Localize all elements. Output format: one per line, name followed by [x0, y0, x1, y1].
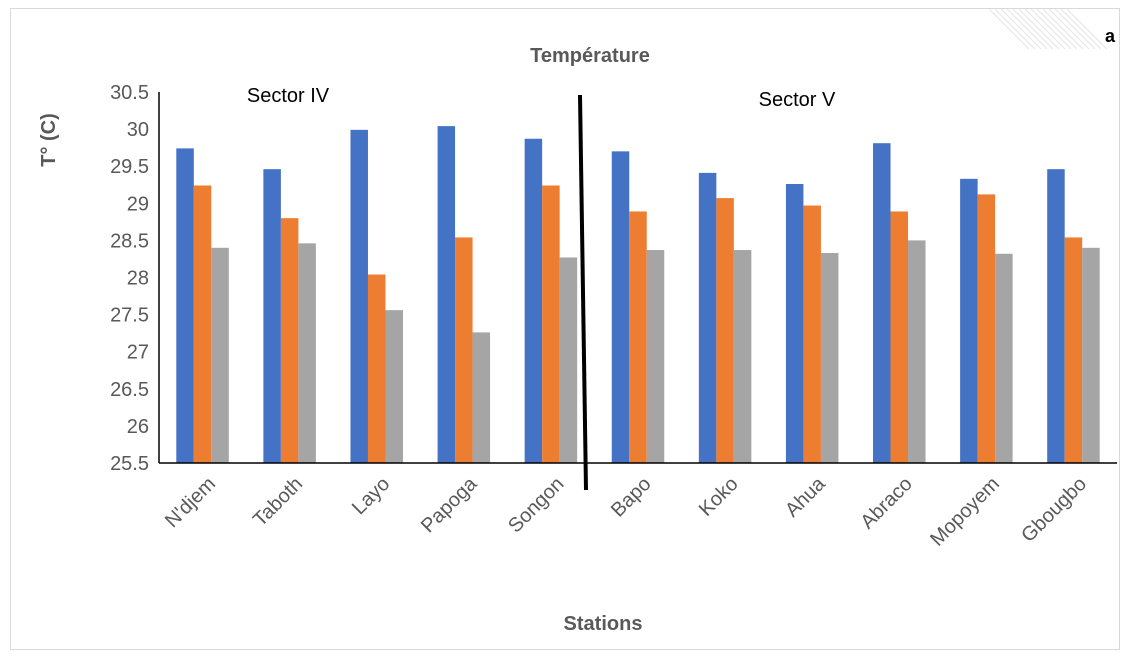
bar-ahua-series-3 [820, 253, 839, 463]
bar-layo-series-2 [367, 274, 386, 463]
x-tick-label: Bapo [607, 473, 656, 522]
y-axis-ticks: 30.5 30 29.5 29 28.5 28 27.5 27 26.5 26 25.5 [110, 82, 149, 475]
x-axis-ticks: N'djem Taboth Layo Papoga Songon Bapo Koko Ahua… [161, 472, 1091, 550]
y-tick-label: 27 [127, 342, 149, 364]
bar-taboth-series-1 [263, 169, 281, 463]
bar-gbougbo-series-2 [1064, 237, 1083, 463]
x-tick-label: Ahua [781, 472, 830, 521]
bar-ndjem-series-2 [193, 185, 212, 463]
bar-songon-series-2 [542, 185, 560, 463]
bar-koko-series-1 [698, 172, 717, 464]
bar-papoga-series-3 [472, 332, 491, 463]
bar-koko-series-3 [733, 250, 752, 463]
x-tick-label: Papoga [417, 472, 482, 537]
bar-ndjem-series-3 [211, 247, 229, 463]
bar-layo-series-3 [385, 310, 403, 463]
bar-layo-series-1 [350, 129, 368, 464]
x-tick-label: N'djem [161, 473, 220, 532]
bar-ahua-series-1 [785, 184, 804, 463]
bar-papoga-series-2 [455, 237, 473, 463]
bar-taboth-series-2 [280, 218, 299, 463]
bar-bapo-series-3 [646, 250, 665, 463]
y-axis-label: T° (C) [38, 113, 60, 167]
x-axis-label: Stations [564, 613, 643, 635]
sector-divider-line [578, 94, 588, 491]
bar-abraco-series-2 [890, 211, 909, 463]
panel-label: a [1105, 26, 1116, 46]
bar-mopoyem-series-3 [995, 253, 1013, 463]
bar-songon-series-1 [524, 138, 543, 463]
sector-v-label: Sector V [759, 89, 836, 111]
x-tick-label: Abraco [856, 473, 916, 533]
y-tick-label: 30.5 [110, 82, 149, 104]
bar-bapo-series-2 [629, 211, 647, 463]
chart-title: Température [530, 45, 650, 67]
bar-gbougbo-series-1 [1047, 169, 1065, 463]
bar-gbougbo-series-3 [1082, 247, 1100, 463]
y-tick-label: 27.5 [110, 305, 149, 327]
bar-mopoyem-series-2 [977, 194, 996, 463]
y-tick-label: 25.5 [110, 453, 149, 475]
bar-ahua-series-2 [803, 205, 821, 463]
y-tick-label: 26 [127, 416, 149, 438]
y-tick-label: 29.5 [110, 156, 149, 178]
bar-abraco-series-1 [873, 143, 891, 463]
x-tick-label: Taboth [249, 473, 307, 531]
y-tick-label: 28.5 [110, 230, 149, 252]
bar-mopoyem-series-1 [960, 178, 978, 463]
bar-songon-series-3 [559, 257, 578, 463]
bar-bapo-series-1 [611, 151, 630, 464]
x-tick-label: Layo [348, 473, 394, 519]
bar-koko-series-2 [716, 198, 734, 463]
y-tick-label: 28 [127, 268, 149, 290]
bar-papoga-series-1 [437, 126, 456, 463]
x-tick-label: Songon [504, 473, 568, 537]
y-tick-label: 30 [127, 119, 149, 141]
x-tick-label: Gbougbo [1017, 473, 1091, 547]
sector-iv-label: Sector IV [247, 85, 330, 107]
x-tick-label: Koko [695, 473, 743, 521]
bars [176, 126, 1100, 464]
x-tick-label: Mopoyem [926, 473, 1004, 551]
bar-taboth-series-3 [298, 243, 316, 463]
bar-abraco-series-3 [908, 240, 926, 463]
bar-ndjem-series-1 [176, 148, 194, 463]
y-tick-label: 29 [127, 193, 149, 215]
watermark-hatch [988, 9, 1108, 50]
y-tick-label: 26.5 [110, 379, 149, 401]
